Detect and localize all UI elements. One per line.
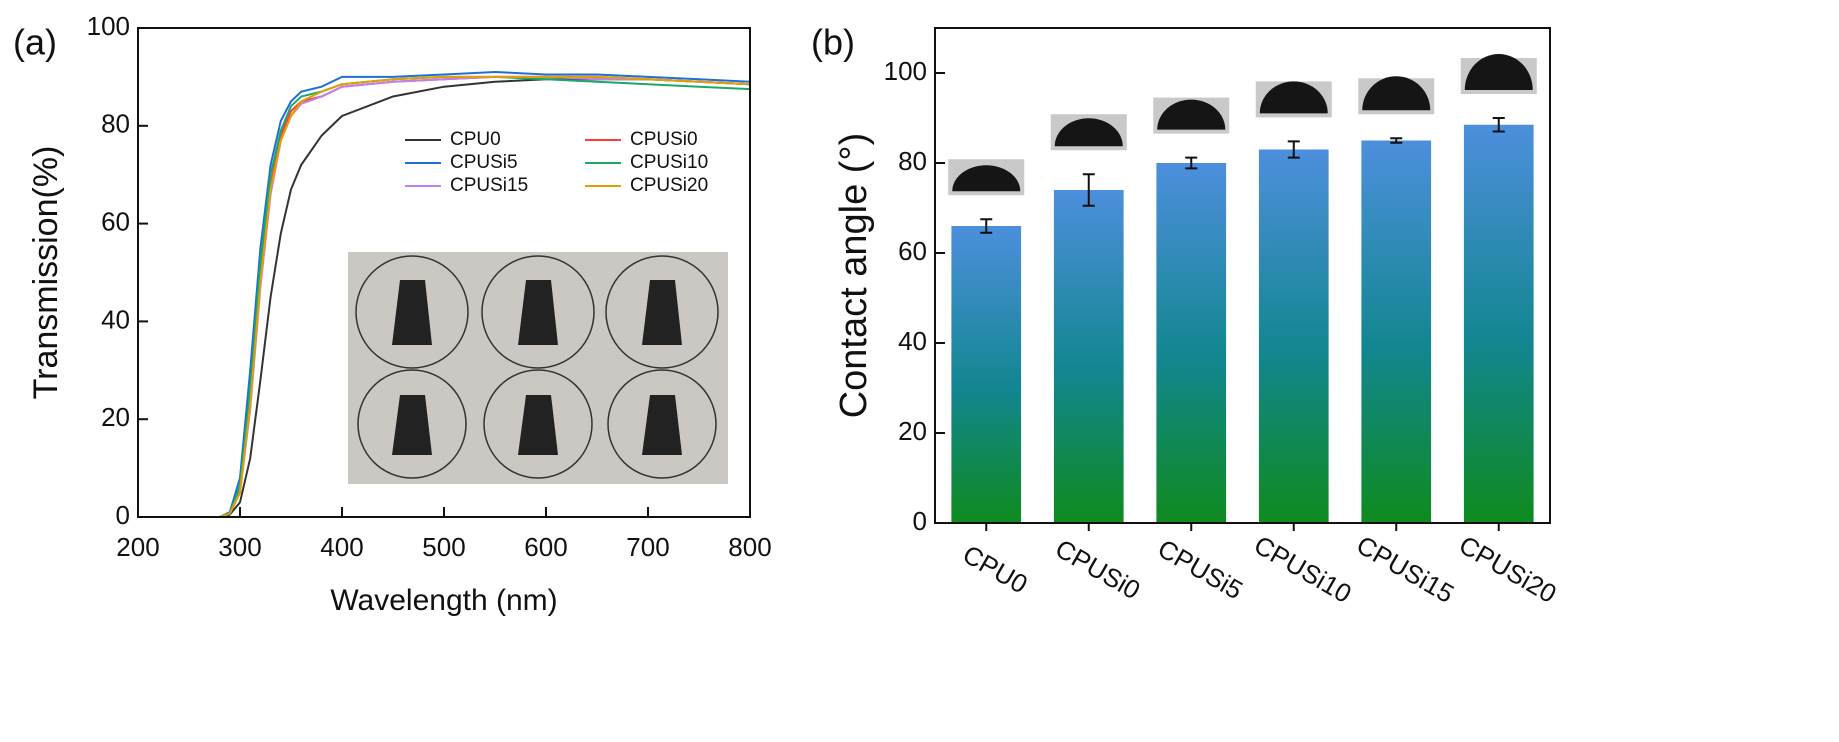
x-tick-label: CPUSi0 (1050, 533, 1145, 605)
droplet (1157, 99, 1226, 130)
error-bar (1082, 173, 1095, 207)
series-line (138, 75, 751, 518)
droplet-image (948, 159, 1025, 196)
y-axis-label: Contact angle (°) (833, 133, 875, 419)
legend-label: CPU0 (450, 129, 501, 150)
x-axis-label: Wavelength (nm) (330, 584, 557, 617)
legend-label: CPUSi0 (630, 129, 698, 150)
series-line (138, 70, 751, 518)
x-tick-label: 200 (116, 532, 159, 562)
x-tick-label: 300 (218, 532, 261, 562)
bar (1258, 149, 1329, 523)
droplet-image (1050, 114, 1127, 151)
droplet (952, 165, 1021, 192)
plot-frame (137, 27, 751, 518)
x-tick-label: CPUSi15 (1352, 529, 1460, 608)
droplet-image (1255, 81, 1332, 118)
y-tick-label: 40 (101, 304, 130, 334)
legend-label: CPUSi15 (450, 175, 528, 196)
droplet (1362, 76, 1431, 111)
y-tick-label: 20 (101, 402, 130, 432)
error-bar (1492, 117, 1505, 133)
y-tick-label: 100 (87, 11, 130, 41)
y-tick-label: 20 (898, 416, 927, 446)
droplet-image (1460, 54, 1537, 94)
x-tick-label: CPU0 (958, 539, 1033, 600)
droplet-image (1358, 76, 1435, 115)
error-bar (980, 218, 993, 234)
bar (1156, 163, 1227, 523)
y-tick-label: 100 (884, 56, 927, 86)
droplet (1259, 81, 1328, 114)
error-bar (1287, 140, 1300, 159)
droplet (1464, 54, 1533, 90)
bar (1361, 140, 1432, 523)
x-tick-label: CPUSi5 (1153, 533, 1248, 605)
bar (951, 226, 1022, 523)
inset-photo (348, 252, 728, 484)
error-bar (1390, 137, 1403, 144)
bar (1463, 124, 1534, 523)
error-bar (1185, 156, 1198, 170)
x-tick-label: CPUSi20 (1454, 529, 1562, 608)
legend-label: CPUSi10 (630, 152, 708, 173)
y-tick-label: 0 (116, 500, 130, 530)
y-tick-label: 0 (913, 506, 927, 536)
y-tick-label: 60 (898, 236, 927, 266)
y-tick-label: 40 (898, 326, 927, 356)
y-tick-label: 60 (101, 206, 130, 236)
y-tick-label: 80 (101, 109, 130, 139)
panel-title: (b) (811, 22, 855, 63)
legend-label: CPUSi20 (630, 175, 708, 196)
x-tick-label: 700 (626, 532, 669, 562)
y-tick-label: 80 (898, 146, 927, 176)
legend-label: CPUSi5 (450, 152, 518, 173)
series-line (138, 75, 751, 518)
droplet (1054, 118, 1123, 147)
droplet-image (1153, 97, 1230, 134)
y-axis-label: Transmission(%) (27, 146, 65, 400)
x-tick-label: 500 (422, 532, 465, 562)
x-tick-label: CPUSi10 (1249, 529, 1357, 608)
x-tick-label: 800 (728, 532, 771, 562)
x-tick-label: 600 (524, 532, 567, 562)
x-tick-label: 400 (320, 532, 363, 562)
panel-title: (a) (13, 22, 57, 63)
bar (1053, 190, 1124, 523)
plot-frame (934, 27, 1551, 524)
